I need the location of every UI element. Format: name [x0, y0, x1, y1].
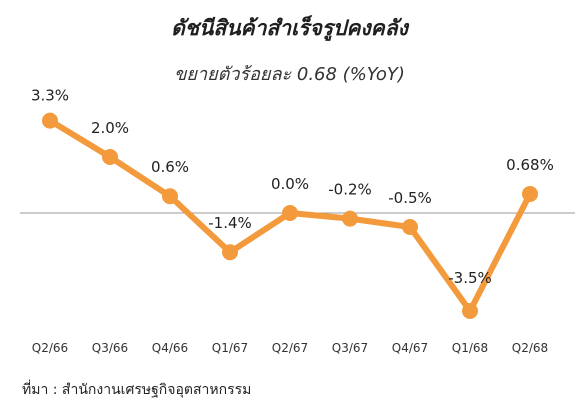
chart-subtitle: ขยายตัวร้อยละ 0.68 (%YoY): [174, 64, 405, 85]
data-label: 0.6%: [151, 158, 189, 176]
x-tick-label: Q1/68: [452, 341, 488, 355]
data-point: [162, 188, 178, 205]
data-label: -0.2%: [328, 181, 372, 199]
x-tick-label: Q3/67: [332, 341, 368, 355]
x-tick-label: Q2/67: [272, 341, 308, 355]
series-layer: [42, 112, 538, 319]
data-point: [522, 185, 538, 202]
data-label-layer: 3.3% 2.0% 0.6% -1.4% 0.0% -0.2% -0.5% -3.5% 0.68…: [31, 87, 554, 287]
data-point: [222, 244, 238, 261]
data-point: [342, 210, 358, 227]
chart-title: ดัชนีสินค้าสำเร็จรูปคงคลัง: [171, 16, 408, 40]
x-tick-layer: Q2/66 Q3/66 Q4/66 Q1/67 Q2/67 Q3/67 Q4/67 Q1/68…: [32, 341, 548, 355]
x-tick-label: Q4/67: [392, 341, 428, 355]
data-label: 2.0%: [91, 119, 129, 137]
data-point: [462, 303, 478, 319]
x-tick-label: Q4/66: [152, 341, 188, 355]
data-label: 3.3%: [31, 87, 69, 105]
data-point: [282, 205, 298, 221]
data-label: -3.5%: [448, 269, 492, 287]
data-point: [402, 219, 418, 235]
x-tick-label: Q1/67: [212, 341, 248, 355]
data-point: [42, 112, 58, 129]
data-label: -0.5%: [388, 189, 432, 207]
source-note: ที่มา : สำนักงานเศรษฐกิจอุตสาหกรรม: [22, 382, 252, 398]
data-label: -1.4%: [208, 214, 252, 232]
x-tick-label: Q2/66: [32, 341, 68, 355]
x-tick-label: Q3/66: [92, 341, 128, 355]
data-label: 0.68%: [506, 156, 554, 174]
x-tick-label: Q2/68: [512, 341, 548, 355]
data-point: [102, 149, 118, 165]
data-label: 0.0%: [271, 175, 309, 193]
